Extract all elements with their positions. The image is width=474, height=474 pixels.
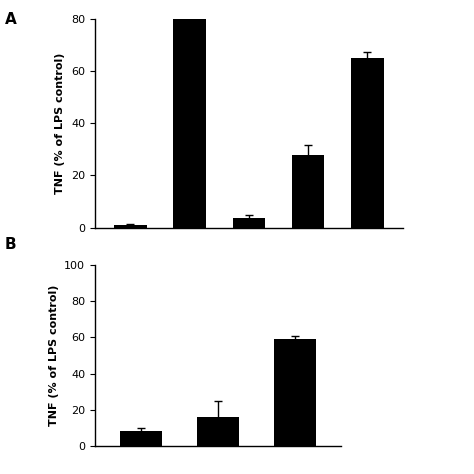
Bar <box>197 417 239 446</box>
Bar <box>274 339 316 446</box>
Y-axis label: TNF (% of LPS control): TNF (% of LPS control) <box>48 285 58 426</box>
Bar <box>292 155 324 228</box>
Bar <box>351 58 383 228</box>
Bar <box>173 0 206 228</box>
Text: A: A <box>5 12 17 27</box>
Bar <box>114 225 146 228</box>
Bar <box>120 431 162 446</box>
Text: B: B <box>5 237 17 252</box>
Bar <box>233 219 265 228</box>
Y-axis label: TNF (% of LPS control): TNF (% of LPS control) <box>55 53 65 194</box>
